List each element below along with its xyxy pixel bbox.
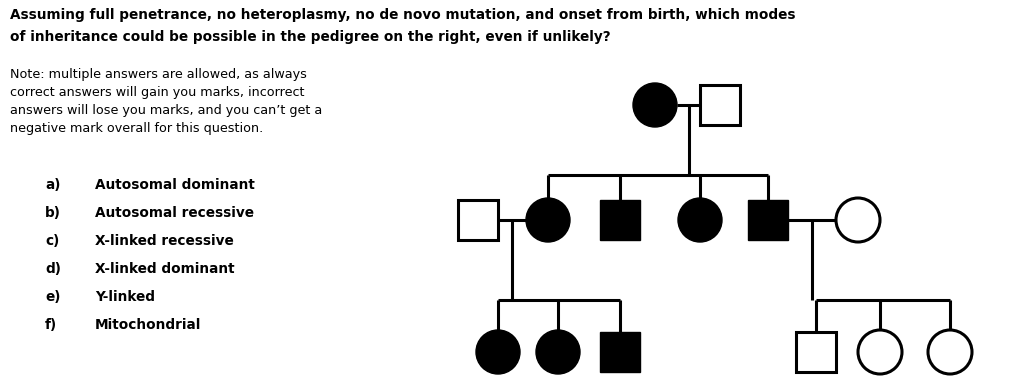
- Text: b): b): [45, 206, 60, 220]
- Text: negative mark overall for this question.: negative mark overall for this question.: [10, 122, 263, 135]
- Circle shape: [476, 330, 520, 374]
- Circle shape: [536, 330, 580, 374]
- Text: correct answers will gain you marks, incorrect: correct answers will gain you marks, inc…: [10, 86, 304, 99]
- Text: a): a): [45, 178, 60, 192]
- Text: Autosomal dominant: Autosomal dominant: [95, 178, 255, 192]
- Text: Autosomal recessive: Autosomal recessive: [95, 206, 254, 220]
- Bar: [600, 200, 640, 240]
- Bar: [458, 200, 498, 240]
- Text: Mitochondrial: Mitochondrial: [95, 318, 202, 332]
- Text: X-linked recessive: X-linked recessive: [95, 234, 233, 248]
- Circle shape: [858, 330, 902, 374]
- Text: X-linked dominant: X-linked dominant: [95, 262, 234, 276]
- Text: Note: multiple answers are allowed, as always: Note: multiple answers are allowed, as a…: [10, 68, 307, 81]
- Bar: [600, 332, 640, 372]
- Bar: [700, 85, 740, 125]
- Text: d): d): [45, 262, 60, 276]
- Text: Assuming full penetrance, no heteroplasmy, no de novo mutation, and onset from b: Assuming full penetrance, no heteroplasm…: [10, 8, 796, 22]
- Bar: [748, 200, 788, 240]
- Circle shape: [678, 198, 722, 242]
- Circle shape: [526, 198, 570, 242]
- Circle shape: [633, 83, 677, 127]
- Bar: [796, 332, 836, 372]
- Bar: [700, 85, 740, 125]
- Circle shape: [836, 198, 880, 242]
- Bar: [796, 332, 836, 372]
- Text: of inheritance could be possible in the pedigree on the right, even if unlikely?: of inheritance could be possible in the …: [10, 30, 610, 44]
- Text: answers will lose you marks, and you can’t get a: answers will lose you marks, and you can…: [10, 104, 323, 117]
- Text: e): e): [45, 290, 60, 304]
- Text: Y-linked: Y-linked: [95, 290, 155, 304]
- Circle shape: [928, 330, 972, 374]
- Bar: [458, 200, 498, 240]
- Text: f): f): [45, 318, 57, 332]
- Text: c): c): [45, 234, 59, 248]
